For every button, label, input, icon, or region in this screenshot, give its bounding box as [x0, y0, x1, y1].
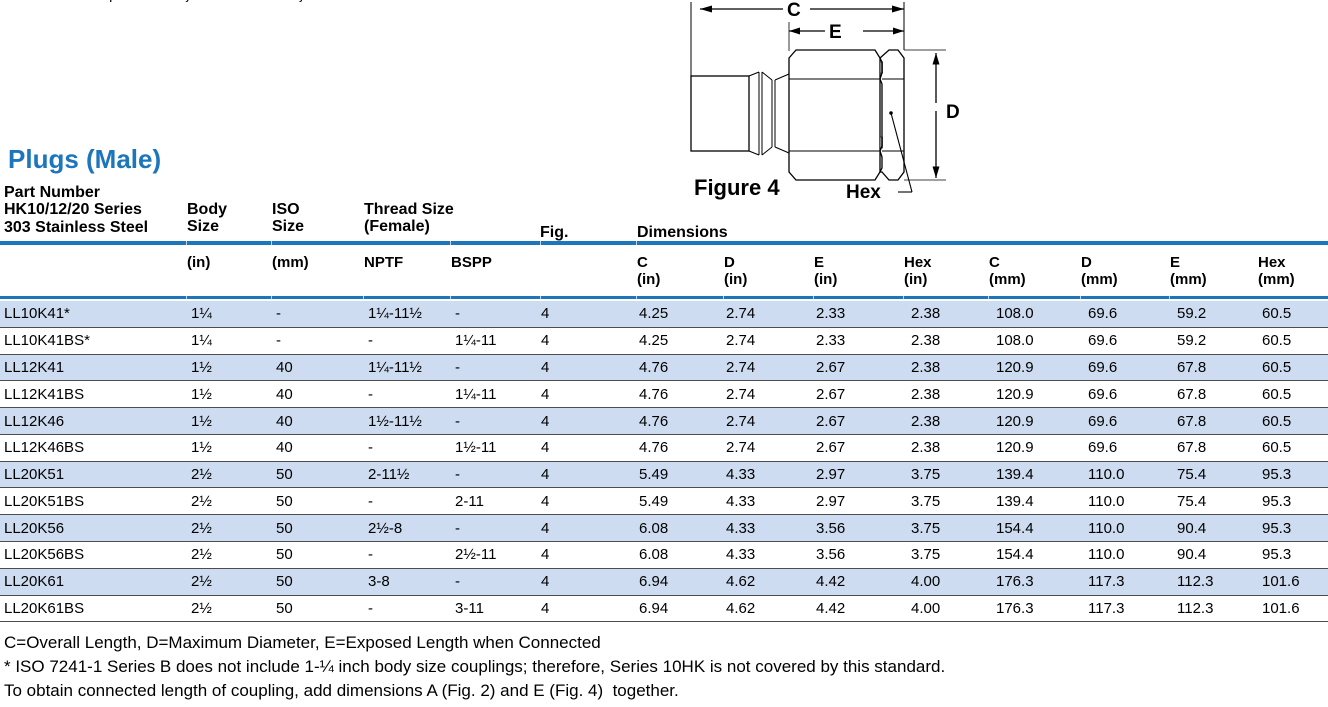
svg-text:Figure 4: Figure 4 — [694, 175, 780, 200]
svg-text:D: D — [946, 102, 960, 123]
svg-text:E: E — [829, 22, 842, 43]
svg-text:Hex: Hex — [846, 182, 881, 203]
svg-text:C: C — [787, 0, 801, 21]
